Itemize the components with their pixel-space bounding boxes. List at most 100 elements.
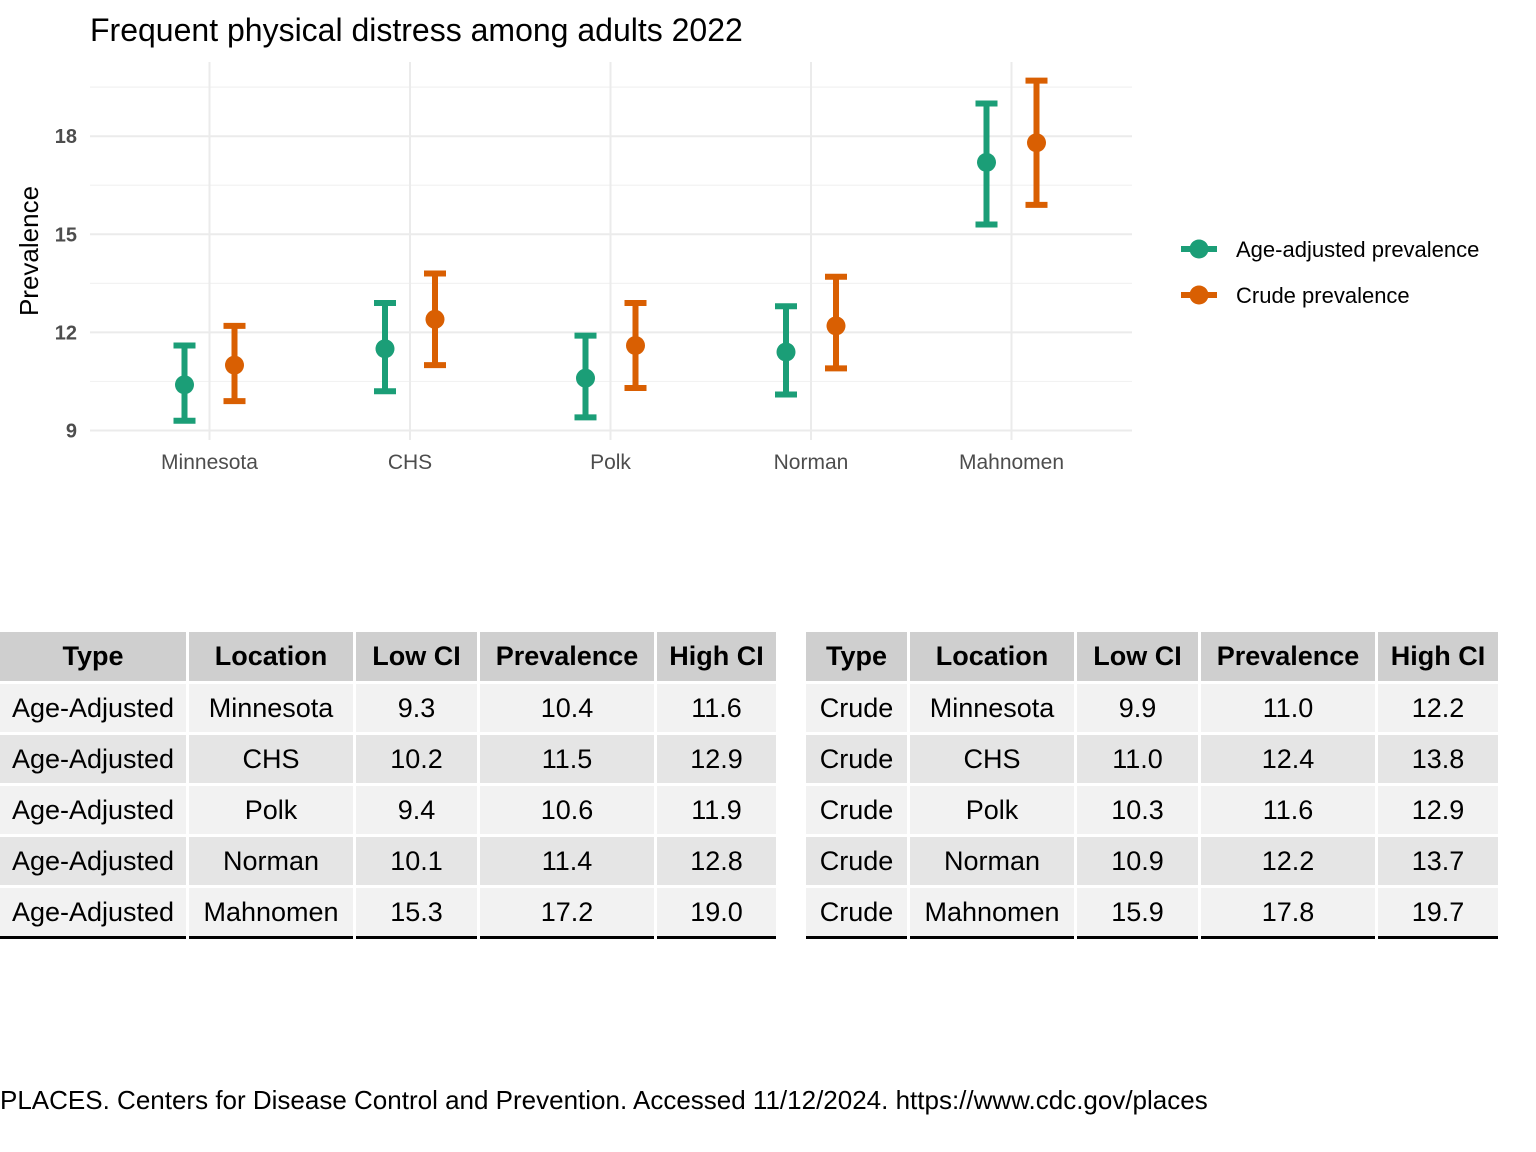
- cell-type: Crude: [806, 682, 910, 735]
- table-row: Age-Adjusted Norman 10.1 11.4 12.8: [0, 835, 776, 888]
- cell-type: Age-Adjusted: [0, 784, 189, 837]
- table-row: Age-Adjusted Minnesota 9.3 10.4 11.6: [0, 682, 776, 735]
- y-axis-label: Prevalence: [14, 186, 44, 316]
- cell-prevalence: 11.6: [1199, 784, 1378, 837]
- table-row: Age-Adjusted Mahnomen 15.3 17.2 19.0: [0, 886, 776, 938]
- cell-location: Norman: [908, 835, 1077, 888]
- chart-title: Frequent physical distress among adults …: [90, 12, 743, 48]
- data-point: [776, 342, 796, 362]
- cell-type: Age-Adjusted: [0, 886, 189, 938]
- cell-location: Norman: [187, 835, 356, 888]
- header-prevalence: Prevalence: [478, 632, 657, 684]
- cell-prevalence: 12.2: [1199, 835, 1378, 888]
- cell-low-ci: 10.2: [354, 733, 480, 786]
- cell-location: Mahnomen: [908, 886, 1077, 938]
- cell-low-ci: 11.0: [1075, 733, 1201, 786]
- cell-location: Polk: [908, 784, 1077, 837]
- header-type: Type: [806, 632, 910, 684]
- data-point: [175, 375, 194, 395]
- data-point: [225, 355, 244, 375]
- table-row: Crude CHS 11.0 12.4 13.8: [806, 733, 1498, 786]
- cell-type: Age-Adjusted: [0, 733, 189, 786]
- cell-prevalence: 10.6: [478, 784, 657, 837]
- header-type: Type: [0, 632, 189, 684]
- cell-high-ci: 19.0: [655, 886, 776, 938]
- cell-location: CHS: [908, 733, 1077, 786]
- legend-label: Age-adjusted prevalence: [1236, 237, 1479, 262]
- table-row: Crude Polk 10.3 11.6 12.9: [806, 784, 1498, 837]
- cell-location: CHS: [187, 733, 356, 786]
- table-row: Age-Adjusted Polk 9.4 10.6 11.9: [0, 784, 776, 837]
- data-point: [826, 316, 846, 336]
- cell-type: Crude: [806, 886, 910, 938]
- header-high-ci: High CI: [1376, 632, 1498, 684]
- data-point: [576, 368, 595, 388]
- cell-low-ci: 10.9: [1075, 835, 1201, 888]
- cell-low-ci: 9.4: [354, 784, 480, 837]
- cell-location: Polk: [187, 784, 356, 837]
- data-point: [1027, 133, 1046, 153]
- cell-type: Crude: [806, 835, 910, 888]
- cell-low-ci: 15.9: [1075, 886, 1201, 938]
- cell-prevalence: 12.4: [1199, 733, 1378, 786]
- cell-prevalence: 10.4: [478, 682, 657, 735]
- age-adjusted-table: Type Location Low CI Prevalence High CI …: [0, 632, 776, 939]
- cell-type: Crude: [806, 733, 910, 786]
- legend-marker: [1189, 239, 1209, 259]
- table-row: Crude Minnesota 9.9 11.0 12.2: [806, 682, 1498, 735]
- prevalence-chart: 9 12 15 18 Minnesota CHS Polk Norman Mahnomen Fre…: [14, 12, 1479, 474]
- cell-high-ci: 19.7: [1376, 886, 1498, 938]
- cell-high-ci: 13.7: [1376, 835, 1498, 888]
- cell-high-ci: 11.6: [655, 682, 776, 735]
- header-location: Location: [908, 632, 1077, 684]
- cell-prevalence: 17.2: [478, 886, 657, 938]
- y-tick-label: 9: [66, 421, 77, 443]
- header-low-ci: Low CI: [1075, 632, 1201, 684]
- cell-high-ci: 12.2: [1376, 682, 1498, 735]
- cell-low-ci: 15.3: [354, 886, 480, 938]
- header-low-ci: Low CI: [354, 632, 480, 684]
- cell-low-ci: 10.1: [354, 835, 480, 888]
- table-row: Age-Adjusted CHS 10.2 11.5 12.9: [0, 733, 776, 786]
- crude-table: Type Location Low CI Prevalence High CI …: [806, 632, 1498, 939]
- legend-marker: [1189, 285, 1209, 305]
- cell-prevalence: 11.0: [1199, 682, 1378, 735]
- legend-label: Crude prevalence: [1236, 283, 1410, 308]
- cell-location: Mahnomen: [187, 886, 356, 938]
- table-row: Crude Mahnomen 15.9 17.8 19.7: [806, 886, 1498, 938]
- table-header-row: Type Location Low CI Prevalence High CI: [806, 632, 1498, 684]
- table-row: Crude Norman 10.9 12.2 13.7: [806, 835, 1498, 888]
- cell-prevalence: 11.5: [478, 733, 657, 786]
- data-point: [626, 335, 645, 355]
- x-tick-label: Polk: [590, 451, 631, 474]
- header-high-ci: High CI: [655, 632, 776, 684]
- cell-high-ci: 12.9: [655, 733, 776, 786]
- data-point: [425, 309, 445, 329]
- cell-high-ci: 12.9: [1376, 784, 1498, 837]
- y-tick-label: 12: [55, 322, 77, 344]
- cell-high-ci: 13.8: [1376, 733, 1498, 786]
- header-location: Location: [187, 632, 356, 684]
- y-tick-label: 18: [55, 126, 77, 148]
- cell-type: Crude: [806, 784, 910, 837]
- x-tick-label: Minnesota: [161, 451, 258, 474]
- table-header-row: Type Location Low CI Prevalence High CI: [0, 632, 776, 684]
- cell-type: Age-Adjusted: [0, 835, 189, 888]
- cell-low-ci: 10.3: [1075, 784, 1201, 837]
- cell-prevalence: 11.4: [478, 835, 657, 888]
- source-citation: PLACES. Centers for Disease Control and …: [0, 1085, 1208, 1115]
- data-point: [977, 152, 996, 172]
- cell-prevalence: 17.8: [1199, 886, 1378, 938]
- x-tick-label: Norman: [774, 451, 849, 474]
- cell-low-ci: 9.9: [1075, 682, 1201, 735]
- x-tick-label: CHS: [388, 451, 432, 474]
- cell-location: Minnesota: [908, 682, 1077, 735]
- y-tick-label: 15: [55, 224, 77, 246]
- cell-high-ci: 12.8: [655, 835, 776, 888]
- data-point: [375, 339, 395, 359]
- cell-location: Minnesota: [187, 682, 356, 735]
- cell-type: Age-Adjusted: [0, 682, 189, 735]
- header-prevalence: Prevalence: [1199, 632, 1378, 684]
- cell-high-ci: 11.9: [655, 784, 776, 837]
- cell-low-ci: 9.3: [354, 682, 480, 735]
